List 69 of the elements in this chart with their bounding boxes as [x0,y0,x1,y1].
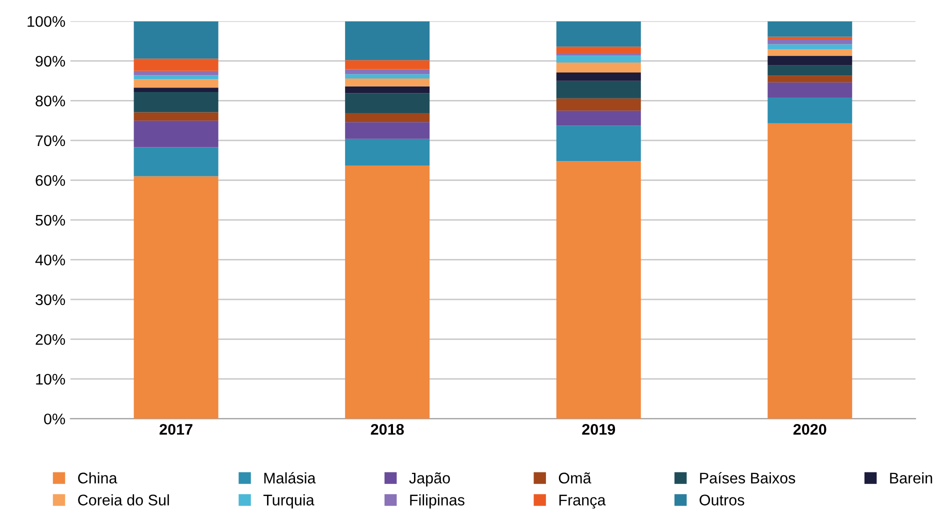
bar [134,70,218,76]
bar [134,176,218,419]
bar [345,86,430,94]
bar [134,79,218,88]
legend-label: Barein [890,472,932,484]
bar [134,58,218,71]
bar [345,122,430,139]
legend-label: Malásia [264,472,316,484]
bar [768,56,852,66]
y-tick-label: 50% [36,214,66,226]
bar [556,53,641,56]
bar [768,36,852,40]
legend-label: China [78,472,118,484]
bar [345,138,430,166]
bar [768,39,852,44]
y-tick-label: 0% [44,414,66,424]
y-tick-label: 70% [36,135,66,146]
bar [768,44,852,50]
x-tick-label: 2018 [370,424,404,435]
bar [768,98,852,124]
bar [556,21,641,47]
bar [345,113,430,122]
bar [134,120,218,148]
bar [768,65,852,76]
bar [768,76,852,82]
y-tick-label: 10% [36,374,66,385]
legend-label: Filipinas [410,494,464,508]
y-tick-label: 20% [36,334,66,345]
legend-label: França [559,494,606,509]
bar [134,88,218,92]
bar [556,161,641,419]
bar [345,93,430,114]
bar [556,126,641,162]
bar [345,69,430,74]
y-tick-label: 100% [28,16,66,27]
bar [345,165,430,419]
y-tick-label: 90% [36,56,66,67]
bar [134,92,218,112]
y-tick-label: 80% [36,96,66,106]
bar [768,123,852,419]
bar [556,110,641,126]
y-tick-label: 40% [35,254,66,266]
x-tick-label: 2019 [582,424,616,435]
bar [134,21,218,59]
legend-label: Japão [409,472,450,487]
bar [134,112,218,121]
y-tick-label: 60% [36,175,66,186]
bar [556,98,641,111]
bar [556,56,641,63]
x-tick-label: 2017 [160,424,192,435]
legend-label: Turquia [263,494,314,508]
bar [556,46,641,53]
bar [556,80,641,98]
bar [768,21,852,37]
legend-label: Coreia do Sul [78,494,169,506]
bar [345,78,430,86]
x-tick-label: 2020 [793,424,826,435]
legend-label: Outros [700,494,744,506]
legend-label: Países Baixos [700,472,796,484]
y-tick-label: 30% [36,294,66,306]
bar [768,82,852,98]
bar [556,72,641,81]
bar [134,147,218,176]
bar [345,74,430,78]
bar [768,49,852,56]
bar [345,21,430,60]
legend-label: Omã [558,472,592,484]
bar [556,62,641,72]
bar [345,60,430,70]
